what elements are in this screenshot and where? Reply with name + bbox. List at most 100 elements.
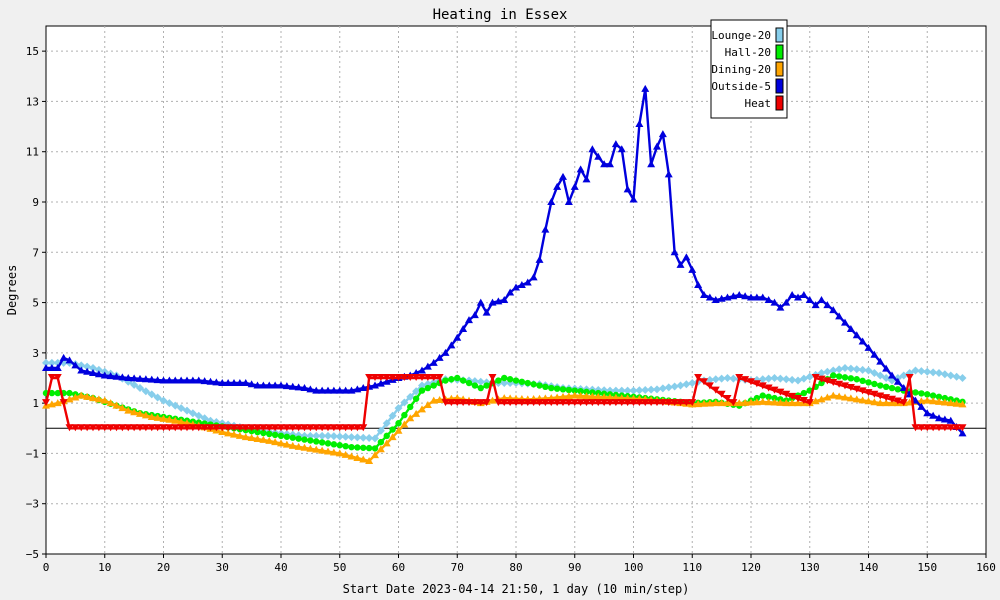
- data-point: [318, 424, 327, 432]
- data-point: [918, 390, 925, 397]
- data-point: [670, 248, 679, 256]
- data-point: [83, 424, 92, 432]
- data-point: [935, 368, 943, 377]
- x-tick-label: 20: [157, 561, 170, 574]
- data-point: [147, 424, 156, 432]
- data-point: [371, 374, 379, 381]
- data-point: [89, 368, 97, 376]
- data-point: [817, 296, 826, 304]
- data-point: [858, 396, 867, 404]
- data-point: [224, 429, 233, 437]
- data-point: [800, 389, 808, 397]
- data-point: [194, 424, 203, 432]
- data-point: [394, 374, 403, 381]
- data-point: [388, 433, 397, 441]
- data-point: [335, 449, 344, 457]
- data-point: [294, 424, 303, 432]
- data-point: [641, 385, 650, 394]
- data-point: [277, 432, 285, 440]
- data-point: [253, 434, 262, 442]
- x-tick-label: 140: [859, 561, 879, 574]
- data-point: [118, 373, 127, 381]
- data-point: [894, 386, 902, 393]
- data-point: [542, 383, 549, 390]
- data-point: [359, 424, 368, 432]
- data-point: [611, 140, 620, 148]
- data-point: [341, 432, 350, 441]
- data-point: [912, 389, 919, 396]
- data-point: [230, 424, 238, 432]
- data-point: [770, 386, 779, 394]
- data-point: [805, 296, 814, 304]
- legend-item: Lounge-20: [711, 27, 784, 43]
- legend-item: Dining-20: [711, 61, 784, 77]
- data-point: [688, 379, 697, 388]
- data-point: [353, 385, 362, 393]
- data-point: [553, 399, 562, 407]
- data-point: [664, 399, 673, 407]
- data-point: [606, 399, 614, 407]
- data-point: [429, 374, 438, 381]
- data-point: [118, 424, 127, 432]
- data-point: [776, 303, 785, 311]
- x-tick-label: 90: [568, 561, 581, 574]
- data-point: [65, 395, 74, 403]
- data-point: [817, 395, 826, 403]
- data-point: [412, 409, 421, 417]
- data-point: [805, 399, 814, 407]
- data-point: [476, 298, 485, 306]
- data-point: [106, 372, 115, 380]
- data-point: [759, 392, 766, 399]
- data-point: [130, 408, 139, 416]
- x-tick-label: 100: [624, 561, 644, 574]
- data-point: [447, 341, 456, 349]
- data-point: [541, 225, 550, 233]
- x-tick-label: 150: [917, 561, 937, 574]
- legend-swatch: [775, 61, 784, 77]
- data-point: [788, 399, 797, 407]
- data-point: [83, 362, 92, 371]
- data-point: [741, 398, 750, 406]
- data-point: [758, 397, 767, 405]
- data-point: [165, 415, 174, 423]
- data-point: [852, 331, 861, 339]
- data-point: [870, 398, 879, 406]
- data-point: [206, 424, 215, 432]
- data-point: [764, 398, 773, 406]
- data-point: [876, 371, 885, 380]
- data-point: [841, 393, 849, 401]
- data-point: [588, 392, 597, 400]
- data-point: [130, 374, 139, 382]
- data-point: [289, 434, 296, 441]
- data-point: [188, 424, 197, 432]
- y-tick-label: 11: [26, 146, 39, 159]
- data-point: [494, 399, 503, 407]
- data-point: [735, 291, 744, 299]
- data-point: [382, 377, 391, 385]
- data-point: [94, 370, 103, 378]
- data-point: [506, 288, 515, 296]
- data-point: [611, 399, 620, 407]
- data-point: [424, 384, 432, 392]
- data-point: [376, 379, 385, 387]
- data-point: [553, 393, 562, 401]
- data-point: [871, 380, 878, 388]
- data-point: [835, 392, 844, 400]
- data-point: [517, 280, 526, 288]
- data-point: [952, 372, 961, 381]
- data-point: [376, 426, 385, 435]
- data-point: [476, 377, 485, 386]
- data-point: [371, 434, 379, 443]
- data-point: [570, 391, 579, 399]
- data-point: [282, 424, 291, 432]
- data-point: [500, 379, 509, 388]
- x-tick-label: 10: [98, 561, 111, 574]
- data-point: [48, 389, 56, 397]
- data-point: [418, 366, 426, 374]
- data-point: [705, 293, 714, 301]
- data-point: [141, 424, 150, 432]
- data-point: [717, 294, 726, 302]
- data-point: [177, 376, 186, 384]
- data-point: [799, 291, 808, 299]
- data-point: [277, 424, 285, 432]
